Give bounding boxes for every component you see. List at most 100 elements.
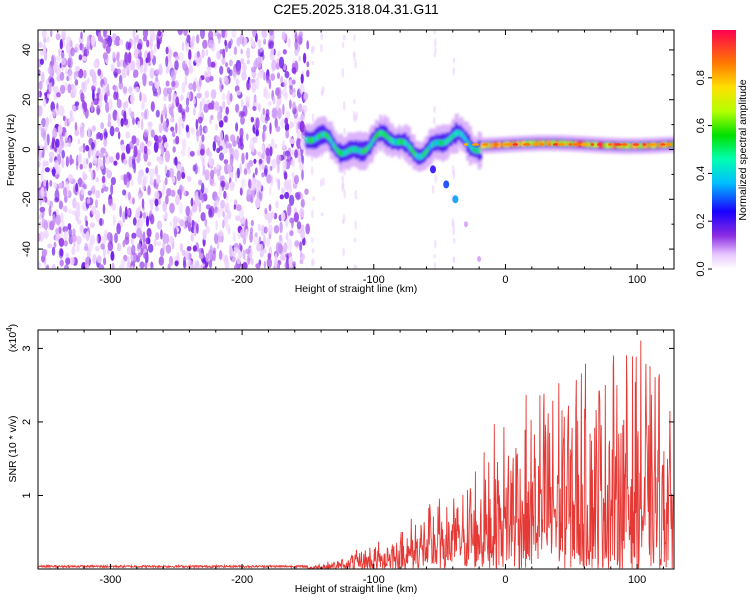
noise-speckle xyxy=(186,215,192,225)
noise-speckle xyxy=(40,127,46,138)
noise-speckle xyxy=(198,77,202,87)
noise-speckle xyxy=(122,211,126,223)
noise-speckle xyxy=(92,78,98,88)
noise-speckle xyxy=(285,232,289,241)
noise-speckle xyxy=(76,244,80,253)
noise-speckle xyxy=(114,232,118,244)
noise-speckle xyxy=(162,242,166,252)
noise-speckle xyxy=(139,141,145,153)
noise-speckle xyxy=(194,194,200,207)
noise-speckle xyxy=(110,250,115,261)
noise-speckle xyxy=(146,39,150,48)
noise-speckle xyxy=(268,224,273,235)
snr-multiplier-exp: 4 xyxy=(5,327,14,332)
carrier-peak xyxy=(597,143,602,146)
noise-speckle xyxy=(168,49,173,58)
noise-speckle xyxy=(238,242,242,251)
noise-speckle xyxy=(76,235,82,245)
carrier-peak xyxy=(613,143,622,146)
noise-speckle xyxy=(284,180,289,191)
streak-speckle xyxy=(352,50,356,61)
noise-speckle xyxy=(130,93,135,105)
noise-speckle xyxy=(38,261,41,269)
streak-speckle xyxy=(353,98,356,105)
noise-speckle xyxy=(210,114,214,121)
noise-speckle xyxy=(199,148,205,156)
streak-speckle xyxy=(354,265,358,269)
carrier-peak xyxy=(557,143,565,146)
noise-speckle xyxy=(242,262,248,269)
noise-speckle xyxy=(223,190,227,199)
noise-speckle xyxy=(176,170,182,181)
noise-speckle xyxy=(67,58,72,66)
noise-speckle xyxy=(285,129,290,139)
noise-speckle xyxy=(166,87,173,95)
noise-speckle xyxy=(103,30,108,36)
noise-speckle xyxy=(275,177,279,183)
noise-speckle xyxy=(255,197,261,209)
noise-speckle xyxy=(299,162,304,171)
streak-speckle xyxy=(433,254,436,258)
noise-speckle xyxy=(139,217,146,224)
noise-speckle xyxy=(254,167,258,176)
noise-speckle xyxy=(131,232,137,239)
noise-speckle xyxy=(127,256,130,268)
noise-speckle xyxy=(141,198,145,209)
noise-speckle xyxy=(38,161,41,168)
noise-speckle xyxy=(55,55,62,62)
noise-speckle xyxy=(57,124,63,135)
streak-speckle xyxy=(341,67,345,78)
noise-speckle xyxy=(141,92,146,104)
noise-speckle xyxy=(176,251,180,262)
noise-speckle xyxy=(209,176,215,186)
noise-speckle xyxy=(71,234,77,243)
noise-speckle xyxy=(128,173,132,181)
noise-speckle xyxy=(147,148,151,155)
noise-speckle xyxy=(60,84,66,95)
noise-speckle xyxy=(58,48,61,57)
noise-speckle xyxy=(271,59,277,71)
spectrogram-panel: -300 -200 -100 0 100 40 20 0 -20 -40 Height of s… xyxy=(5,29,675,295)
noise-speckle xyxy=(283,171,288,180)
noise-speckle xyxy=(157,135,162,143)
noise-speckle xyxy=(122,240,126,248)
noise-speckle xyxy=(286,153,292,163)
noise-speckle xyxy=(297,155,302,164)
noise-speckle xyxy=(128,42,132,49)
streak-speckle xyxy=(433,116,436,125)
svg-text:(x104): (x104) xyxy=(5,324,19,352)
carrier-peak xyxy=(590,143,595,146)
noise-speckle xyxy=(207,30,214,40)
noise-speckle xyxy=(156,220,162,230)
noise-speckle xyxy=(120,118,124,127)
noise-speckle xyxy=(112,214,116,226)
noise-speckle xyxy=(276,107,283,119)
noise-speckle xyxy=(131,135,137,145)
noise-speckle xyxy=(255,77,260,90)
noise-speckle xyxy=(250,178,256,191)
noise-speckle xyxy=(108,98,113,111)
noise-speckle xyxy=(94,245,100,252)
noise-speckle xyxy=(102,38,107,49)
noise-speckle xyxy=(249,226,254,235)
noise-speckle xyxy=(179,243,184,252)
noise-speckle xyxy=(300,73,304,84)
noise-speckle xyxy=(122,84,128,97)
carrier-peak xyxy=(463,143,469,146)
noise-speckle xyxy=(266,174,272,184)
noise-speckle xyxy=(41,217,46,229)
noise-speckle xyxy=(74,79,79,86)
noise-speckle xyxy=(281,88,288,97)
noise-speckle xyxy=(156,178,162,184)
noise-speckle xyxy=(291,67,297,74)
noise-speckle xyxy=(193,227,197,237)
noise-speckle xyxy=(43,36,47,44)
noise-speckle xyxy=(87,147,91,159)
noise-speckle xyxy=(95,199,98,209)
noise-speckle xyxy=(150,261,154,268)
noise-speckle xyxy=(168,168,175,178)
noise-speckle xyxy=(67,209,73,215)
noise-speckle xyxy=(125,65,129,73)
noise-speckle xyxy=(53,146,57,152)
noise-speckle xyxy=(264,207,268,215)
